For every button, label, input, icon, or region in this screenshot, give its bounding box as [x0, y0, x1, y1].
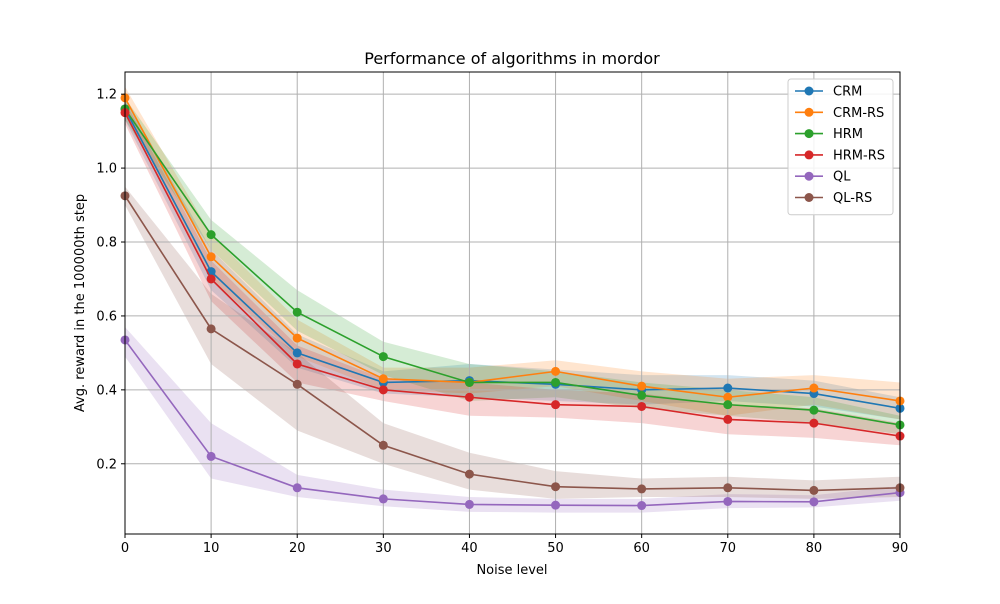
line-ql	[124, 339, 901, 507]
point-hrm-rs	[464, 392, 474, 402]
band-crm-rs	[125, 86, 900, 420]
legend-label: QL-RS	[833, 191, 872, 206]
x-axis-ticks: 0 10 20 30 40 50 60 70 80 90	[121, 534, 908, 556]
chart-title: Performance of algorithms in mordor	[364, 49, 660, 68]
x-tick-label: 0	[121, 541, 129, 556]
legend-marker	[804, 107, 814, 117]
legend-label: HRM-RS	[833, 148, 885, 163]
point-ql	[809, 497, 819, 507]
point-hrm-rs	[723, 414, 733, 424]
point-ql-rs	[551, 482, 561, 492]
series-lines	[120, 93, 905, 511]
x-tick-label: 90	[892, 541, 909, 556]
point-ql-rs	[378, 440, 388, 450]
band-hrm-rs	[125, 101, 900, 446]
point-hrm-rs	[809, 418, 819, 428]
point-hrm	[464, 377, 474, 387]
y-axis-ticks: 0.2 0.4 0.6 0.8 1.0 1.2	[96, 88, 125, 472]
point-hrm	[723, 400, 733, 410]
point-crm-rs	[551, 366, 561, 376]
point-hrm-rs	[551, 400, 561, 410]
point-hrm	[551, 377, 561, 387]
point-crm	[723, 383, 733, 393]
x-tick-label: 70	[720, 541, 737, 556]
point-hrm-rs	[206, 274, 216, 284]
line-hrm-rs	[124, 112, 901, 437]
legend-marker	[804, 193, 814, 202]
x-tick-label: 10	[203, 541, 220, 556]
legend-marker	[804, 150, 814, 160]
legend-marker	[804, 129, 814, 139]
plot-frame	[124, 71, 901, 535]
x-tick-label: 80	[806, 541, 823, 556]
x-tick-label: 30	[375, 541, 392, 556]
point-hrm	[292, 307, 302, 317]
x-tick-label: 50	[547, 541, 564, 556]
point-ql-rs	[292, 379, 302, 389]
legend: CRM CRM-RS HRM HRM-RS QL QL-RS	[787, 78, 894, 216]
point-ql-rs	[809, 485, 819, 495]
x-tick-label: 60	[633, 541, 650, 556]
point-crm-rs	[637, 381, 647, 391]
band-crm	[125, 97, 900, 420]
y-tick-label: 0.2	[96, 457, 117, 472]
x-tick-label: 40	[461, 541, 478, 556]
confidence-bands	[125, 86, 900, 513]
y-axis-label: Avg. reward in the 100000th step	[73, 194, 88, 412]
legend-label: CRM-RS	[833, 106, 884, 121]
point-crm	[292, 348, 302, 358]
point-ql-rs	[723, 483, 733, 493]
line-ql-rs	[124, 195, 901, 492]
point-ql	[292, 483, 302, 493]
point-hrm	[206, 230, 216, 240]
point-ql-rs	[637, 484, 647, 494]
legend-marker	[804, 86, 814, 96]
point-hrm	[637, 390, 647, 400]
y-tick-label: 1.2	[96, 88, 117, 103]
y-tick-label: 0.8	[96, 236, 117, 251]
legend-label: CRM	[833, 85, 862, 100]
point-ql	[637, 501, 647, 511]
legend-marker	[804, 171, 814, 181]
point-ql-rs	[464, 469, 474, 479]
legend-label: QL	[833, 170, 851, 185]
point-hrm-rs	[292, 359, 302, 369]
point-hrm-rs	[637, 401, 647, 411]
point-hrm-rs	[378, 385, 388, 395]
point-crm-rs	[206, 252, 216, 262]
band-hrm	[125, 97, 900, 435]
y-tick-label: 0.6	[96, 309, 117, 324]
point-crm-rs	[723, 392, 733, 402]
line-crm-rs	[124, 97, 901, 402]
point-ql	[378, 494, 388, 504]
line-hrm	[124, 108, 901, 426]
x-tick-label: 20	[289, 541, 306, 556]
point-ql	[464, 499, 474, 509]
point-ql	[551, 500, 561, 510]
band-ql-rs	[125, 186, 900, 499]
point-crm-rs	[809, 383, 819, 393]
legend-label: HRM	[833, 127, 863, 142]
x-axis-label: Noise level	[476, 563, 547, 578]
y-tick-label: 1.0	[96, 162, 117, 177]
point-hrm	[378, 352, 388, 362]
point-hrm	[809, 405, 819, 415]
point-ql	[206, 451, 216, 461]
point-crm-rs	[292, 333, 302, 343]
y-tick-label: 0.4	[96, 383, 117, 398]
point-crm-rs	[378, 374, 388, 384]
point-ql	[723, 496, 733, 506]
point-ql-rs	[206, 324, 216, 334]
